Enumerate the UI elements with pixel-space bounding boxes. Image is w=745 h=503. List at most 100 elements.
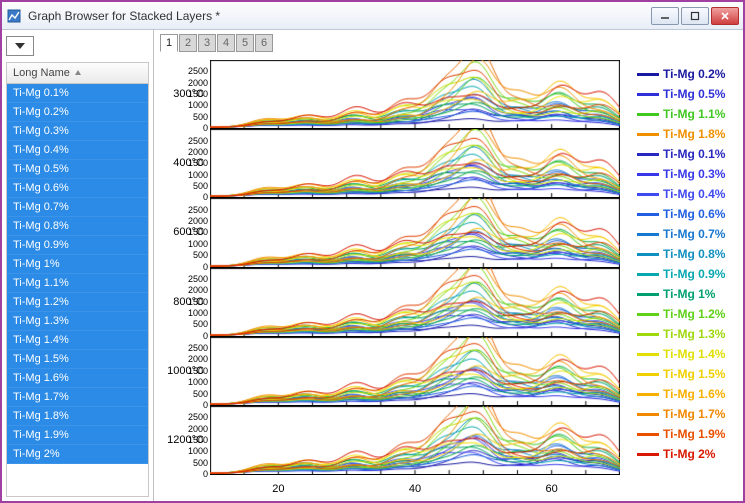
- body: Long Name Ti-Mg 0.1%Ti-Mg 0.2%Ti-Mg 0.3%…: [2, 30, 743, 501]
- legend-label: Ti-Mg 1.9%: [663, 427, 725, 441]
- panel-canvas: [210, 268, 620, 336]
- legend-swatch: [637, 393, 659, 396]
- legend-label: Ti-Mg 1%: [663, 287, 715, 301]
- legend-label: Ti-Mg 0.6%: [663, 207, 725, 221]
- y-tick: 500: [193, 181, 208, 191]
- legend-item: Ti-Mg 1.5%: [637, 364, 733, 384]
- series-list[interactable]: Ti-Mg 0.1%Ti-Mg 0.2%Ti-Mg 0.3%Ti-Mg 0.4%…: [6, 84, 149, 497]
- legend-swatch: [637, 433, 659, 436]
- list-item[interactable]: Ti-Mg 1.9%: [7, 426, 148, 445]
- legend-swatch: [637, 353, 659, 356]
- x-tick: 40: [409, 483, 421, 495]
- filter-row: [6, 34, 149, 58]
- list-item[interactable]: Ti-Mg 0.6%: [7, 179, 148, 198]
- list-header-label: Long Name: [13, 67, 70, 79]
- legend-swatch: [637, 333, 659, 336]
- y-tick: 1000: [188, 446, 208, 456]
- legend-item: Ti-Mg 1.1%: [637, 104, 733, 124]
- y-tick: 2000: [188, 285, 208, 295]
- x-tick: 20: [272, 483, 284, 495]
- layer-tab[interactable]: 4: [217, 34, 235, 52]
- plot-area: 300°C05001000150020002500400°C0500100015…: [154, 56, 743, 501]
- y-axis: 05001000150020002500: [162, 198, 210, 266]
- legend-label: Ti-Mg 1.4%: [663, 347, 725, 361]
- list-item[interactable]: Ti-Mg 1%: [7, 255, 148, 274]
- legend-swatch: [637, 93, 659, 96]
- titlebar[interactable]: Graph Browser for Stacked Layers *: [2, 2, 743, 30]
- layer-tab[interactable]: 6: [255, 34, 273, 52]
- list-header[interactable]: Long Name: [6, 62, 149, 84]
- filter-dropdown[interactable]: [6, 36, 34, 56]
- y-tick: 1000: [188, 377, 208, 387]
- maximize-button[interactable]: [681, 7, 709, 25]
- list-item[interactable]: Ti-Mg 0.4%: [7, 141, 148, 160]
- y-tick: 1000: [188, 170, 208, 180]
- list-item[interactable]: Ti-Mg 1.5%: [7, 350, 148, 369]
- legend-swatch: [637, 253, 659, 256]
- list-item[interactable]: Ti-Mg 0.7%: [7, 198, 148, 217]
- legend: Ti-Mg 0.2%Ti-Mg 0.5%Ti-Mg 1.1%Ti-Mg 1.8%…: [637, 64, 733, 497]
- layer-tab[interactable]: 2: [179, 34, 197, 52]
- legend-swatch: [637, 233, 659, 236]
- legend-label: Ti-Mg 0.7%: [663, 227, 725, 241]
- legend-swatch: [637, 313, 659, 316]
- legend-label: Ti-Mg 0.8%: [663, 247, 725, 261]
- list-item[interactable]: Ti-Mg 1.4%: [7, 331, 148, 350]
- list-item[interactable]: Ti-Mg 1.8%: [7, 407, 148, 426]
- y-tick: 500: [193, 319, 208, 329]
- legend-item: Ti-Mg 1.4%: [637, 344, 733, 364]
- layer-tab[interactable]: 3: [198, 34, 216, 52]
- legend-item: Ti-Mg 1.6%: [637, 384, 733, 404]
- list-item[interactable]: Ti-Mg 2%: [7, 445, 148, 464]
- list-item[interactable]: Ti-Mg 0.2%: [7, 103, 148, 122]
- chart-panel: 600°C05001000150020002500: [210, 198, 620, 267]
- list-item[interactable]: Ti-Mg 0.8%: [7, 217, 148, 236]
- list-item[interactable]: Ti-Mg 0.3%: [7, 122, 148, 141]
- legend-label: Ti-Mg 1.1%: [663, 107, 725, 121]
- y-tick: 1500: [188, 227, 208, 237]
- legend-item: Ti-Mg 2%: [637, 444, 733, 464]
- list-item[interactable]: Ti-Mg 1.2%: [7, 293, 148, 312]
- panel-canvas: [210, 406, 620, 474]
- list-item[interactable]: Ti-Mg 1.1%: [7, 274, 148, 293]
- y-axis: 05001000150020002500: [162, 129, 210, 197]
- minimize-button[interactable]: [651, 7, 679, 25]
- list-item[interactable]: Ti-Mg 1.7%: [7, 388, 148, 407]
- legend-label: Ti-Mg 0.1%: [663, 147, 725, 161]
- y-tick: 2500: [188, 343, 208, 353]
- list-item[interactable]: Ti-Mg 1.6%: [7, 369, 148, 388]
- graph-panel: 123456 300°C05001000150020002500400°C050…: [154, 30, 743, 501]
- legend-item: Ti-Mg 0.6%: [637, 204, 733, 224]
- y-tick: 2500: [188, 205, 208, 215]
- close-button[interactable]: [711, 7, 739, 25]
- x-axis: 20 40 60: [210, 477, 620, 495]
- layer-tab[interactable]: 5: [236, 34, 254, 52]
- list-item[interactable]: Ti-Mg 1.3%: [7, 312, 148, 331]
- legend-label: Ti-Mg 1.6%: [663, 387, 725, 401]
- y-tick: 500: [193, 112, 208, 122]
- chart-panel: 1200°C05001000150020002500: [210, 406, 620, 475]
- list-item[interactable]: Ti-Mg 0.9%: [7, 236, 148, 255]
- legend-swatch: [637, 153, 659, 156]
- legend-swatch: [637, 113, 659, 116]
- list-item[interactable]: Ti-Mg 0.1%: [7, 84, 148, 103]
- list-item[interactable]: Ti-Mg 0.5%: [7, 160, 148, 179]
- legend-item: Ti-Mg 0.4%: [637, 184, 733, 204]
- y-tick: 2000: [188, 424, 208, 434]
- y-tick: 2500: [188, 412, 208, 422]
- legend-item: Ti-Mg 0.3%: [637, 164, 733, 184]
- legend-item: Ti-Mg 1.3%: [637, 324, 733, 344]
- x-tick: 60: [546, 483, 558, 495]
- y-tick: 2500: [188, 274, 208, 284]
- legend-swatch: [637, 273, 659, 276]
- y-tick: 2000: [188, 78, 208, 88]
- legend-item: Ti-Mg 0.7%: [637, 224, 733, 244]
- panel-canvas: [210, 129, 620, 197]
- y-tick: 1500: [188, 435, 208, 445]
- legend-label: Ti-Mg 0.2%: [663, 67, 725, 81]
- legend-swatch: [637, 173, 659, 176]
- legend-item: Ti-Mg 1.2%: [637, 304, 733, 324]
- legend-label: Ti-Mg 0.4%: [663, 187, 725, 201]
- chart-panel: 1000°C05001000150020002500: [210, 337, 620, 406]
- layer-tab[interactable]: 1: [160, 34, 178, 52]
